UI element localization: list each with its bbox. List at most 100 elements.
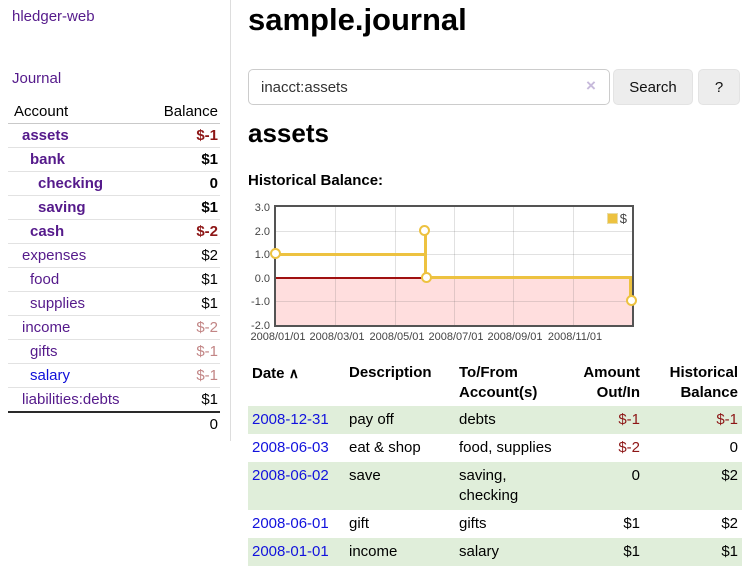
chart-line-segment <box>426 276 632 280</box>
account-link-liabilities-debts[interactable]: liabilities:debts <box>22 391 120 408</box>
account-link-salary[interactable]: salary <box>30 367 71 384</box>
help-button[interactable]: ? <box>698 69 740 105</box>
transaction-accounts: saving, checking <box>459 467 519 504</box>
transaction-amount: $-2 <box>618 439 640 456</box>
y-axis-tick: 3.0 <box>254 202 270 214</box>
x-axis-tick: 2008/05/01 <box>369 331 425 343</box>
register-row: 2008-01-01 income salary $1 $1 <box>248 538 742 566</box>
chart-gridline <box>395 207 396 325</box>
register-row: 2008-06-02 save saving, checking 0 $2 <box>248 462 742 510</box>
account-row-assets: assets $-1 <box>8 123 220 148</box>
chart-gridline <box>276 301 632 303</box>
chart-gridline <box>573 207 574 325</box>
account-row-supplies: supplies $1 <box>8 291 220 316</box>
account-balance: $-1 <box>145 339 220 364</box>
account-link-expenses[interactable]: expenses <box>22 247 87 264</box>
transaction-accounts: food, supplies <box>459 439 552 456</box>
account-balance: $1 <box>145 291 220 316</box>
account-link-saving[interactable]: saving <box>38 199 86 216</box>
account-balance: $1 <box>145 195 220 220</box>
account-row-food: food $1 <box>8 267 220 292</box>
y-axis-tick: 2.0 <box>254 225 270 238</box>
app-brand-link[interactable]: hledger-web <box>12 8 95 25</box>
legend-swatch <box>606 213 618 224</box>
column-header-date[interactable]: Date ∧ <box>252 365 299 382</box>
chart-point <box>421 271 432 283</box>
account-link-cash[interactable]: cash <box>30 223 65 240</box>
account-page-title: assets <box>248 118 329 148</box>
transaction-date-link[interactable]: 2008-12-31 <box>252 411 329 428</box>
transaction-accounts: salary <box>459 543 500 560</box>
column-header-balance: Historical Balance <box>669 364 738 401</box>
account-balance: $-2 <box>145 315 220 340</box>
x-axis-tick: 2008/03/01 <box>309 331 365 343</box>
chart-line-segment <box>629 276 632 303</box>
column-header-description: Description <box>349 364 432 381</box>
register-row: 2008-12-31 pay off debts $-1 $-1 <box>248 406 742 434</box>
page-title: sample.journal <box>248 2 467 37</box>
account-row-bank: bank $1 <box>8 147 220 172</box>
account-balance: $1 <box>145 147 220 172</box>
account-row-expenses: expenses $2 <box>8 243 220 268</box>
transaction-balance: $-1 <box>716 411 738 428</box>
accounts-total-row: 0 <box>8 411 220 436</box>
chart-gridline <box>335 207 336 325</box>
register-row: 2008-06-01 gift gifts $1 $2 <box>248 510 742 538</box>
transaction-date-link[interactable]: 2008-06-02 <box>252 467 329 484</box>
transaction-amount: 0 <box>631 467 640 484</box>
transaction-date-link[interactable]: 2008-06-01 <box>252 515 329 532</box>
account-link-assets[interactable]: assets <box>22 127 69 144</box>
account-row-cash: cash $-2 <box>8 219 220 244</box>
account-balance: $-2 <box>145 219 220 244</box>
accounts-header-row: Account Balance <box>8 101 220 124</box>
transaction-amount: $-1 <box>618 411 640 428</box>
chart-point <box>626 295 637 307</box>
transaction-balance: $1 <box>721 543 738 560</box>
register-table: Date ∧ Description To/From Account(s) Am… <box>248 360 742 566</box>
transaction-accounts: debts <box>459 411 496 428</box>
account-link-checking[interactable]: checking <box>38 175 104 192</box>
chart-gridline <box>513 207 514 325</box>
transaction-description: gift <box>349 515 370 532</box>
chart-legend: $ <box>604 210 629 227</box>
chart-gridline <box>276 230 632 232</box>
search-button[interactable]: Search <box>613 69 693 105</box>
chart-line-segment <box>276 252 426 256</box>
column-header-accounts: To/From Account(s) <box>459 364 538 401</box>
account-row-saving: saving $1 <box>8 195 220 220</box>
x-axis-tick: 2008/11/01 <box>547 331 603 343</box>
chart-title: Historical Balance: <box>248 172 384 189</box>
chart-line-segment <box>424 229 427 280</box>
y-axis-tick: 1.0 <box>254 249 270 262</box>
accounts-header-account: Account <box>8 101 146 124</box>
account-link-food[interactable]: food <box>30 271 60 288</box>
transaction-date-link[interactable]: 2008-06-03 <box>252 439 329 456</box>
accounts-table: Account Balance assets $-1 bank $1 check… <box>8 101 220 436</box>
account-balance: $2 <box>145 243 220 268</box>
account-link-income[interactable]: income <box>22 319 71 336</box>
legend-label: $ <box>619 211 627 226</box>
chart-negative-region <box>276 277 632 325</box>
transaction-amount: $1 <box>623 543 640 560</box>
transaction-balance: $2 <box>721 515 738 532</box>
account-balance: $1 <box>145 267 220 292</box>
sidebar-item-journal[interactable]: Journal <box>12 70 62 87</box>
y-axis-tick: 0.0 <box>254 272 270 285</box>
transaction-date-link[interactable]: 2008-01-01 <box>252 543 329 560</box>
balance-chart: $ 3.0 2.0 1.0 0.0 -1.0 -2.0 2008/01/01 2… <box>250 202 637 343</box>
account-link-bank[interactable]: bank <box>30 151 66 168</box>
register-header-row: Date ∧ Description To/From Account(s) Am… <box>248 360 742 406</box>
transaction-description: pay off <box>349 411 394 428</box>
chart-point <box>270 248 281 260</box>
sort-asc-icon: ∧ <box>288 365 299 381</box>
transaction-amount: $1 <box>623 515 640 532</box>
account-link-gifts[interactable]: gifts <box>30 343 58 360</box>
transaction-description: save <box>349 467 381 484</box>
search-input[interactable] <box>248 69 610 105</box>
accounts-header-balance: Balance <box>145 101 220 124</box>
transaction-description: income <box>349 543 398 560</box>
search-bar: × Search ? <box>248 69 742 105</box>
clear-search-icon[interactable]: × <box>586 76 596 95</box>
account-balance: $-1 <box>145 123 220 148</box>
account-link-supplies[interactable]: supplies <box>30 295 86 312</box>
